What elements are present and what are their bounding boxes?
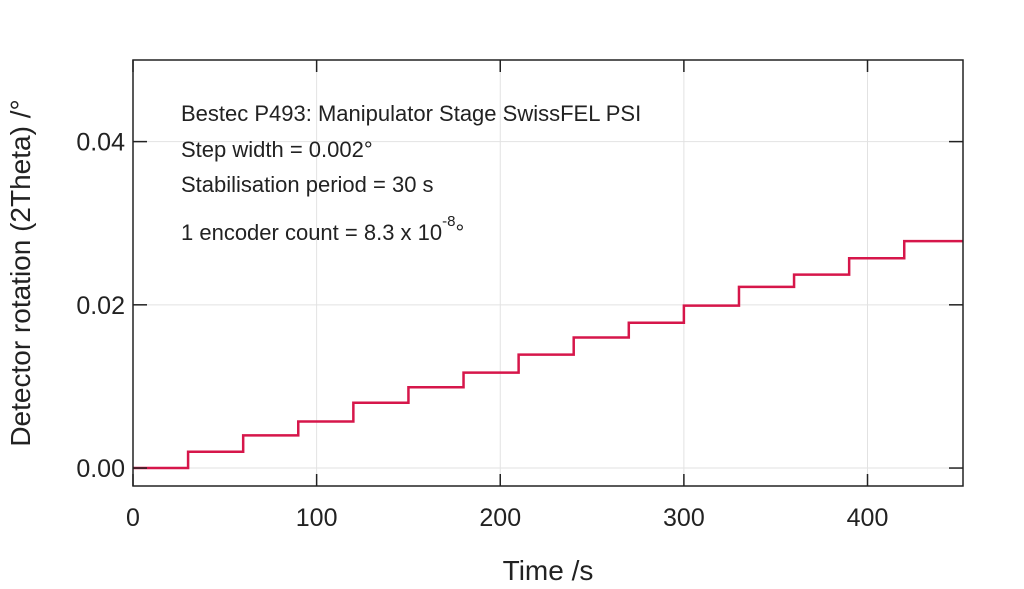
plot-frame — [132, 59, 964, 487]
y-axis-label: Detector rotation (2Theta) /° — [5, 99, 36, 446]
x-tick-label: 100 — [296, 504, 338, 532]
y-tick-label: 0.04 — [76, 129, 125, 157]
series-line — [133, 239, 963, 470]
x-tick-label: 400 — [847, 504, 889, 532]
annotation-box: Bestec P493: Manipulator Stage SwissFEL … — [181, 101, 641, 245]
annotation-line-4: 1 encoder count = 8.3 x 10-8° — [181, 213, 464, 245]
encoder-note: 1 encoder count = 8.3 x 10 — [181, 220, 442, 245]
y-tick-label: 0.00 — [76, 455, 125, 483]
x-tick-label: 200 — [479, 504, 521, 532]
x-axis-label: Time /s — [503, 555, 594, 586]
annotation-line-2: Step width = 0.002° — [181, 137, 373, 162]
encoder-unit: ° — [455, 220, 464, 245]
encoder-exponent: -8 — [442, 213, 455, 230]
annotation-line-3: Stabilisation period = 30 s — [181, 172, 434, 197]
annotation-line-1: Bestec P493: Manipulator Stage SwissFEL … — [181, 101, 641, 126]
y-tick-label: 0.02 — [76, 292, 125, 320]
x-tick-label: 0 — [126, 504, 140, 532]
x-tick-label: 300 — [663, 504, 705, 532]
grid — [133, 60, 963, 486]
ticks: 0 100 200 300 400 0.00 0.02 0.04 — [76, 60, 963, 532]
